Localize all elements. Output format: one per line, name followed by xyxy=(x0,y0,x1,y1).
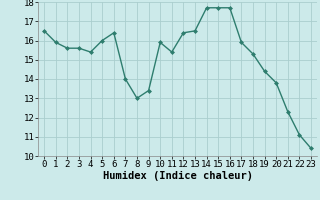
X-axis label: Humidex (Indice chaleur): Humidex (Indice chaleur) xyxy=(103,171,252,181)
